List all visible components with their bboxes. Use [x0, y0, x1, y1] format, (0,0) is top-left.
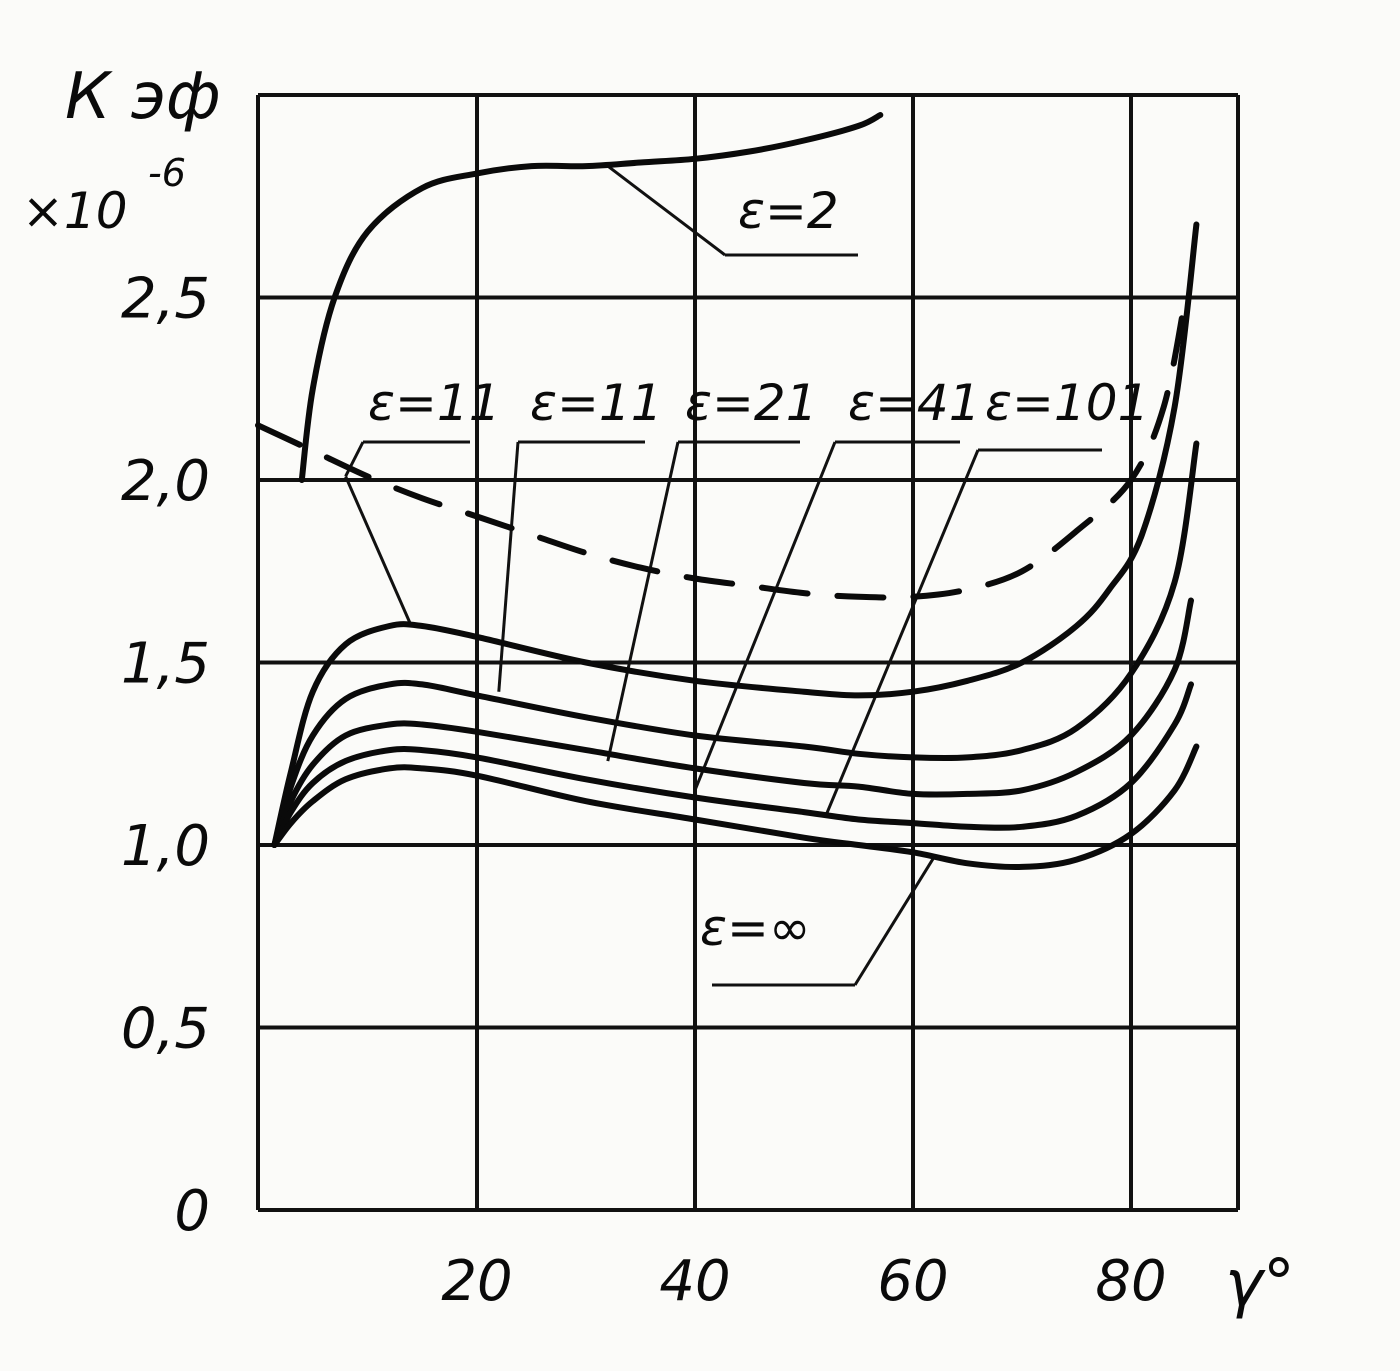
x-tick-label: 20 [441, 1249, 512, 1314]
series-annotation-label: ε=41 [848, 374, 981, 432]
y-tick-label: 2,0 [121, 449, 210, 514]
series-group [255, 112, 1200, 871]
series-line [271, 221, 1200, 848]
annotation-leader [497, 441, 520, 692]
y-axis-label: К эф [65, 60, 221, 134]
y-tick-label: 0 [174, 1179, 210, 1244]
series-annotation-label: ε=2 [738, 182, 839, 240]
series-annotation-label: ε=11 [368, 374, 501, 432]
series-annotation-label: ε=11 [530, 374, 663, 432]
y-tick-label: 2,5 [121, 267, 210, 332]
series-annotation-label: ε=∞ [700, 899, 811, 957]
annotation-leader [693, 441, 837, 791]
annotation-labels: ε=2 ε=11 ε=11 ε=21 ε=41 ε=101 ε=∞ [368, 182, 1149, 957]
y-tick-label: 0,5 [121, 997, 210, 1062]
series-line [271, 681, 1194, 848]
x-tick-label: 40 [659, 1249, 730, 1314]
y-tick-label: 1,5 [121, 632, 210, 697]
series-annotation-label: ε=21 [685, 374, 818, 432]
series-line [271, 743, 1200, 871]
series-annotation-label: ε=101 [985, 374, 1149, 432]
series-line [271, 597, 1194, 848]
x-tick-label: 80 [1095, 1249, 1166, 1314]
annotation-leader [824, 449, 980, 817]
annotation-leaders [344, 164, 1102, 987]
series-line [271, 440, 1200, 848]
x-tick-label: 60 [877, 1249, 948, 1314]
annotation-leader [853, 855, 937, 986]
x-axis-label: γ° [1225, 1247, 1295, 1321]
series-line [255, 294, 1189, 601]
y-axis-multiplier: ×10 [22, 182, 128, 240]
y-tick-label: 1,0 [121, 814, 210, 879]
plot-grid [256, 93, 1240, 1212]
y-axis-exponent: -6 [148, 151, 186, 195]
series-line [298, 112, 884, 483]
annotation-leader [606, 164, 726, 257]
tick-labels: 20 40 60 80 0 0,5 1,0 1,5 2,0 2,5 [121, 267, 1167, 1315]
annotation-leader [606, 441, 680, 762]
annotation-leader [344, 475, 413, 627]
